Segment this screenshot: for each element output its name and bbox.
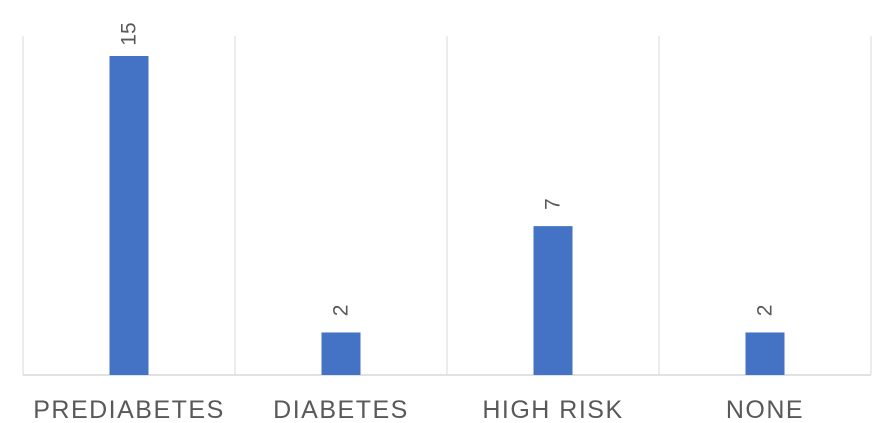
category-label: DIABETES bbox=[273, 396, 409, 423]
bar-layer bbox=[109, 56, 785, 375]
bar-prediabetes bbox=[109, 56, 149, 375]
category-label: PREDIABETES bbox=[33, 396, 225, 423]
label-layer: 15 PREDIABETES 2 DIABETES 7 HIGH RISK 2 NONE bbox=[33, 22, 804, 423]
data-label: 2 bbox=[754, 305, 777, 317]
category-label: NONE bbox=[726, 396, 804, 423]
data-label: 7 bbox=[542, 198, 565, 210]
bar-high-risk bbox=[533, 226, 573, 375]
data-label: 2 bbox=[330, 305, 353, 317]
grid-layer bbox=[22, 36, 872, 376]
bar-none bbox=[745, 332, 785, 375]
data-label: 15 bbox=[118, 22, 141, 45]
category-label: HIGH RISK bbox=[482, 396, 623, 423]
bar-diabetes bbox=[321, 332, 361, 375]
